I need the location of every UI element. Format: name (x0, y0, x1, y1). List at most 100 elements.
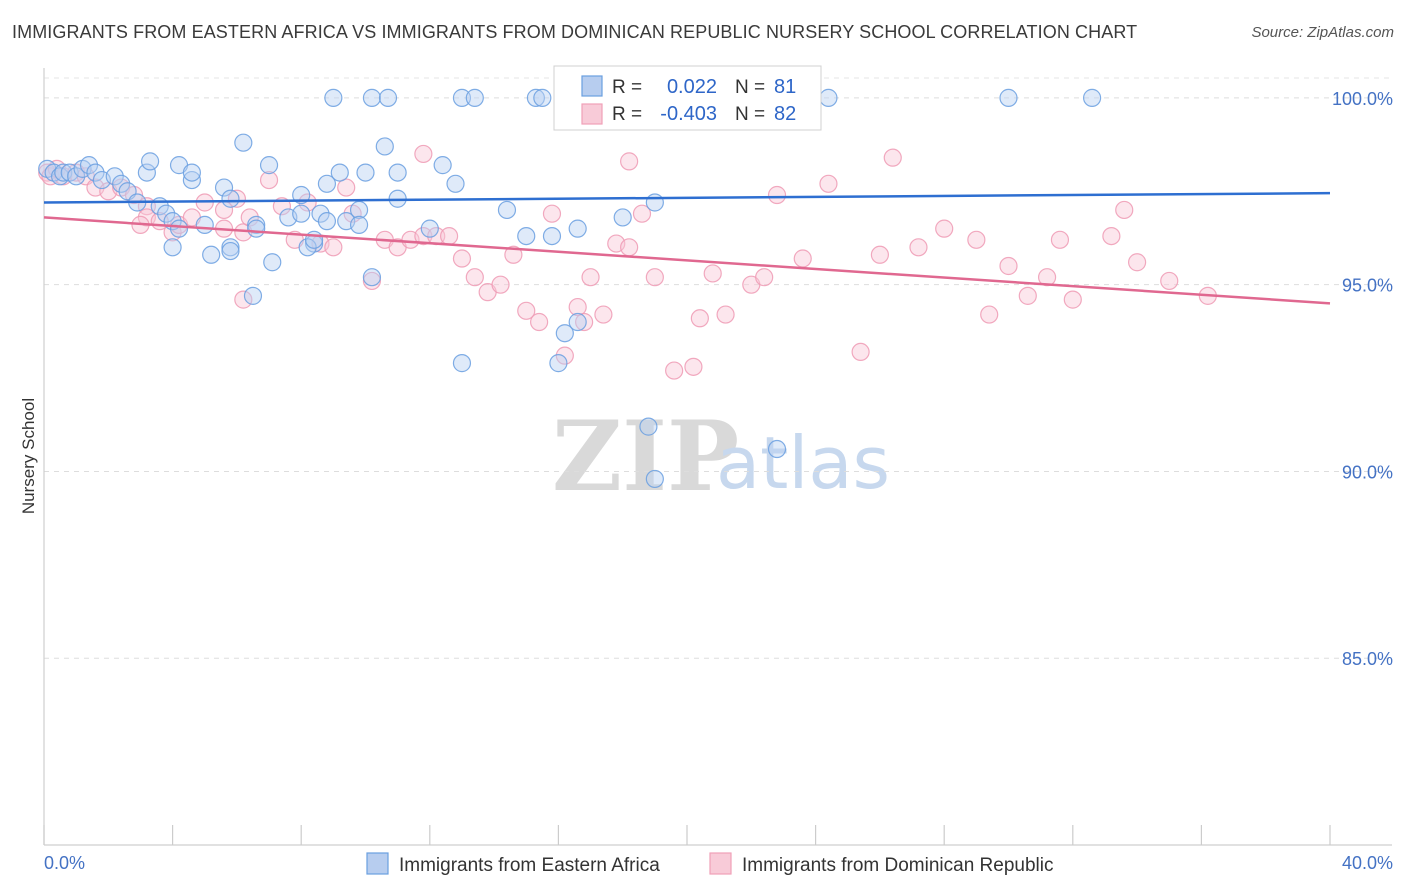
eastern-africa-point (819, 88, 838, 107)
eastern-africa-point (105, 167, 124, 186)
dominican-republic-point (1115, 200, 1134, 220)
dominican-republic-point (465, 268, 484, 287)
legend-n-value-pink: 82 (774, 103, 796, 125)
eastern-africa-point (356, 163, 375, 182)
dominican-republic-point (414, 227, 433, 246)
y-tick-labels: 85.0% 90.0% 95.0% 100.0% (1332, 89, 1393, 669)
dominican-republic-point (819, 174, 838, 193)
eastern-africa-point (195, 215, 214, 234)
eastern-africa-point (1082, 88, 1102, 107)
dominican-republic-point (755, 268, 774, 287)
dominican-republic-point (324, 238, 343, 257)
eastern-africa-point (86, 163, 105, 182)
legend-r-label-blue: R = (612, 77, 642, 98)
eastern-africa-point (452, 88, 472, 107)
eastern-africa-point (568, 312, 587, 332)
eastern-africa-point (221, 189, 240, 208)
trend-lines (43, 191, 1331, 305)
dominican-republic-point (665, 361, 684, 380)
series-legend: Immigrants from Eastern Africa Immigrant… (366, 852, 1054, 876)
bottom-legend-swatch-blue (366, 852, 389, 875)
eastern-africa-point (767, 439, 787, 459)
watermark-zip: ZIP (552, 400, 739, 513)
eastern-africa-point (388, 163, 407, 182)
bottom-legend-label-blue: Immigrants from Eastern Africa (399, 855, 660, 876)
dominican-republic-point (452, 249, 472, 268)
eastern-africa-point (549, 354, 568, 373)
eastern-africa-point (645, 193, 664, 212)
eastern-africa-point (202, 245, 221, 264)
eastern-africa-point (317, 174, 337, 193)
watermark-atlas: atlas (716, 421, 890, 505)
eastern-africa-point (433, 156, 452, 175)
series-eastern-africa (38, 88, 1102, 489)
dominican-republic-point (1160, 271, 1179, 291)
dominican-republic-point (935, 219, 954, 238)
eastern-africa-point (259, 156, 279, 175)
y-tick-label: 95.0% (1342, 276, 1393, 296)
legend-swatch-blue (581, 75, 603, 97)
eastern-africa-point (112, 174, 131, 193)
eastern-africa-point (137, 163, 156, 182)
eastern-africa-point (163, 238, 182, 257)
eastern-africa-point (182, 163, 201, 182)
eastern-africa-point (517, 227, 536, 246)
eastern-africa-point (221, 241, 240, 261)
eastern-africa-point (446, 174, 465, 193)
eastern-africa-point (79, 156, 99, 175)
eastern-africa-point (182, 170, 201, 190)
eastern-africa-point (263, 253, 282, 272)
eastern-africa-point (214, 178, 234, 197)
chart-title: IMMIGRANTS FROM EASTERN AFRICA VS IMMIGR… (12, 22, 1138, 42)
x-tick-label-max: 40.0% (1342, 853, 1393, 873)
legend-r-value-pink: -0.403 (660, 103, 717, 125)
eastern-africa-point (452, 354, 472, 373)
legend-n-label-pink: N = (735, 104, 765, 125)
dominican-republic-point (980, 305, 999, 324)
dominican-republic-point (542, 204, 562, 223)
source-label: Source: ZipAtlas.com (1251, 24, 1394, 41)
dominican-republic-point (1063, 290, 1082, 309)
eastern-africa-point (613, 208, 632, 227)
legend-n-label-blue: N = (735, 77, 765, 98)
eastern-africa-point (533, 88, 552, 107)
dominican-republic-point (259, 170, 279, 190)
y-axis-label: Nursery School (19, 398, 38, 514)
dominican-republic-point (851, 342, 870, 362)
dominican-republic-point (555, 346, 574, 365)
dominican-republic-point (909, 238, 928, 257)
dominican-republic-point (1127, 253, 1147, 272)
dominican-republic-point (581, 268, 600, 287)
x-tick-label-min: 0.0% (44, 853, 85, 873)
dominican-republic-point (703, 264, 722, 283)
dominican-republic-point (716, 305, 735, 324)
eastern-africa-point (555, 324, 574, 343)
eastern-africa-point (568, 219, 587, 238)
y-tick-label: 90.0% (1342, 462, 1393, 482)
legend-r-value-blue: 0.022 (667, 76, 717, 98)
eastern-africa-point (247, 219, 266, 238)
dominican-republic-point (504, 245, 523, 264)
y-tick-label: 100.0% (1332, 89, 1393, 109)
dominican-republic-point (645, 268, 664, 287)
eastern-africa-point (526, 88, 545, 107)
dominican-republic-point (594, 305, 613, 324)
eastern-africa-point (497, 200, 517, 220)
dominican-republic-point (491, 275, 510, 294)
dominican-republic-point (767, 185, 787, 205)
eastern-africa-point (645, 469, 664, 489)
dominican-republic-point (439, 227, 459, 246)
eastern-africa-point (465, 88, 484, 107)
dominican-republic-point (298, 193, 317, 212)
dominican-republic-point (883, 148, 902, 167)
eastern-africa-point (362, 268, 382, 287)
eastern-africa-point (349, 200, 369, 220)
legend-n-value-blue: 81 (774, 76, 796, 98)
eastern-africa-point (324, 88, 343, 107)
dominican-republic-point (1018, 286, 1037, 305)
eastern-africa-point (311, 204, 330, 223)
dominican-republic-point (234, 290, 253, 309)
correlation-legend: R = 0.022 N = 81 R = -0.403 N = 82 (553, 65, 822, 131)
dominican-republic-point (999, 256, 1018, 276)
